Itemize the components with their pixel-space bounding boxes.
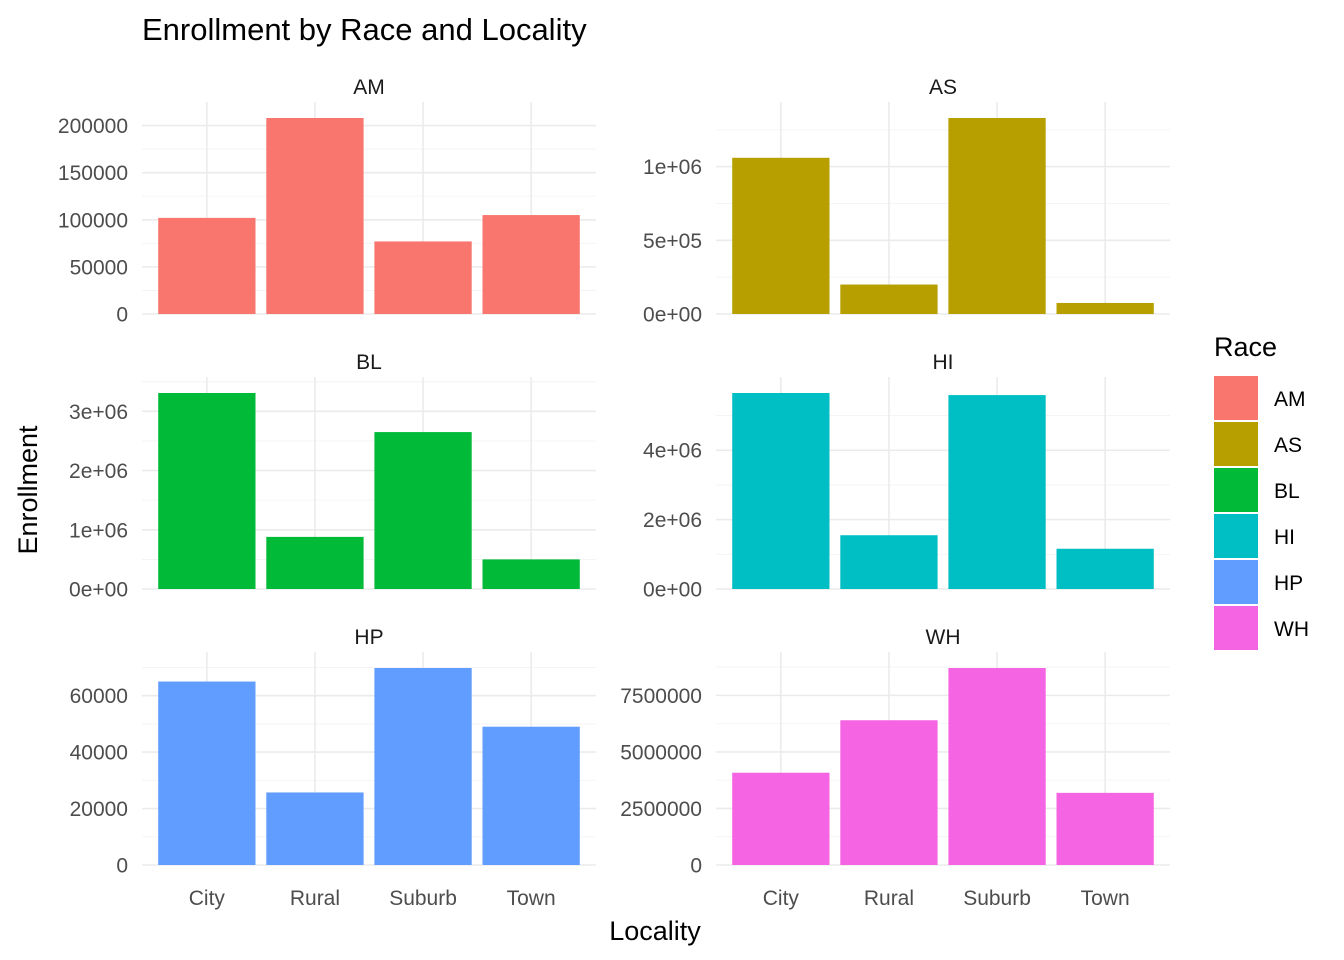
bar-am-city	[158, 217, 256, 314]
x-axis-title: Locality	[609, 916, 701, 946]
legend-key-wh	[1214, 606, 1258, 650]
facet-panel-am: 0 50000 100000 150000 200000 AM	[58, 76, 596, 327]
legend-label: HI	[1274, 526, 1295, 549]
x-tick-label: Rural	[290, 887, 340, 910]
bar-am-suburb	[374, 241, 472, 314]
bar-am-rural	[266, 118, 364, 314]
y-tick-label: 7500000	[620, 685, 702, 708]
bar-wh-rural	[840, 720, 938, 865]
bar-hi-rural	[840, 535, 938, 589]
x-tick-label: Town	[1081, 887, 1130, 910]
facet-panel-hp: 0 20000 40000 60000 HP City Rural Suburb Town	[70, 626, 596, 910]
bar-am-town	[482, 215, 580, 314]
y-tick-label: 0	[690, 855, 702, 878]
y-tick-label: 4e+06	[643, 440, 702, 463]
y-tick-label: 50000	[70, 256, 128, 279]
y-tick-label: 0	[116, 855, 128, 878]
y-tick-label: 1e+06	[69, 519, 128, 542]
y-tick-label: 5000000	[620, 741, 702, 764]
bar-hi-city	[732, 393, 830, 589]
facet-strip-label: BL	[356, 351, 382, 374]
legend-label: BL	[1274, 480, 1300, 503]
facet-panel-as: 0e+00 5e+05 1e+06 AS	[643, 76, 1170, 327]
x-tick-label: Suburb	[389, 887, 457, 910]
legend-key-as	[1214, 422, 1258, 466]
y-axis-title: Enrollment	[13, 425, 43, 555]
legend-key-hi	[1214, 514, 1258, 558]
y-tick-label: 0e+00	[643, 304, 702, 327]
bar-bl-city	[158, 393, 256, 589]
bar-bl-suburb	[374, 432, 472, 589]
bar-hp-suburb	[374, 668, 472, 865]
bar-wh-city	[732, 772, 830, 865]
facet-strip-label: HI	[933, 351, 954, 374]
x-tick-label: City	[189, 887, 226, 910]
bar-as-suburb	[948, 118, 1046, 314]
legend-label: HP	[1274, 572, 1303, 595]
y-tick-label: 0	[116, 304, 128, 327]
y-tick-label: 20000	[70, 798, 128, 821]
y-tick-label: 2e+06	[69, 460, 128, 483]
facet-strip-label: AS	[929, 76, 957, 99]
y-tick-label: 150000	[58, 162, 128, 185]
y-tick-label: 60000	[70, 685, 128, 708]
bar-as-city	[732, 157, 830, 314]
legend-title: Race	[1214, 332, 1277, 362]
bar-hi-suburb	[948, 395, 1046, 589]
y-tick-label: 2e+06	[643, 509, 702, 532]
legend: Race AM AS BL HI HP WH	[1214, 332, 1309, 650]
y-tick-label: 0e+00	[69, 579, 128, 602]
y-tick-label: 1e+06	[643, 156, 702, 179]
legend-label: AM	[1274, 388, 1306, 411]
facet-strip-label: WH	[926, 626, 961, 649]
y-tick-label: 5e+05	[643, 230, 702, 253]
facet-panel-hi: 0e+00 2e+06 4e+06 HI	[643, 351, 1170, 602]
facet-panels: 050000100000150000200000AM0e+005e+051e+0…	[58, 76, 1170, 910]
bar-bl-rural	[266, 536, 364, 589]
chart-title: Enrollment by Race and Locality	[142, 12, 587, 47]
x-tick-label: Rural	[864, 887, 914, 910]
bar-as-rural	[840, 284, 938, 314]
bar-as-town	[1056, 302, 1154, 314]
bar-hi-town	[1056, 548, 1154, 589]
legend-label: AS	[1274, 434, 1302, 457]
legend-label: WH	[1274, 618, 1309, 641]
facet-strip-label: HP	[354, 626, 383, 649]
x-tick-label: Suburb	[963, 887, 1031, 910]
legend-key-bl	[1214, 468, 1258, 512]
y-tick-label: 0e+00	[643, 579, 702, 602]
facet-panel-bl: 0e+00 1e+06 2e+06 3e+06 BL	[69, 351, 596, 602]
x-tick-label: City	[763, 887, 800, 910]
bar-hp-rural	[266, 792, 364, 865]
bar-hp-town	[482, 726, 580, 865]
y-tick-label: 200000	[58, 115, 128, 138]
bar-hp-city	[158, 681, 256, 865]
legend-key-hp	[1214, 560, 1258, 604]
bar-bl-town	[482, 559, 580, 589]
y-tick-label: 100000	[58, 209, 128, 232]
facet-strip-label: AM	[353, 76, 385, 99]
facet-panel-wh: 0 2500000 5000000 7500000 WH City Rural Suburb T…	[620, 626, 1170, 910]
y-tick-label: 40000	[70, 742, 128, 765]
y-tick-label: 2500000	[620, 798, 702, 821]
y-tick-label: 3e+06	[69, 401, 128, 424]
bar-wh-town	[1056, 792, 1154, 865]
bar-wh-suburb	[948, 668, 1046, 865]
legend-key-am	[1214, 376, 1258, 420]
x-tick-label: Town	[507, 887, 556, 910]
